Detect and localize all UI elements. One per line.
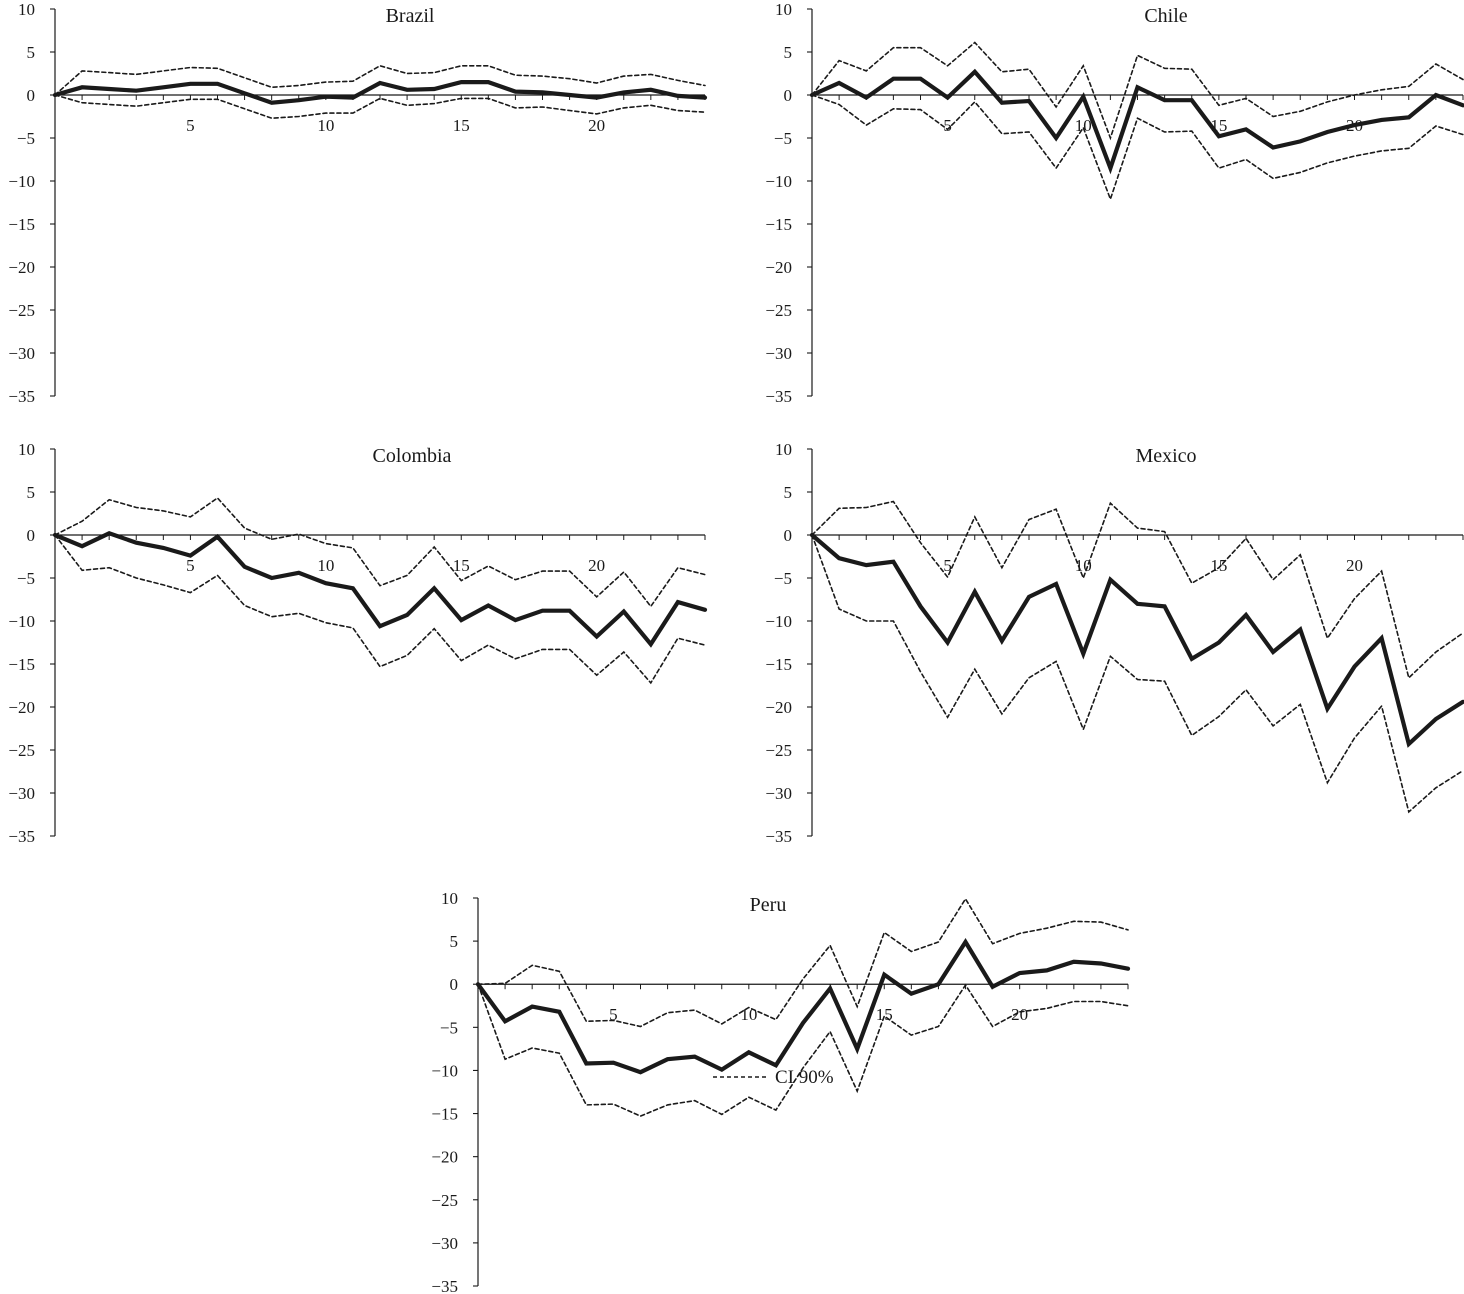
panel-brazil: Brazil 10 5 0 −5 −10 −15 −20 −25 −30 −35 5 10 15 20 <box>8 0 708 406</box>
series-ci-upper-mexico <box>811 500 1464 680</box>
y-tick-label-brazil: 10 <box>18 0 35 19</box>
y-tick-label-mexico: −25 <box>765 741 792 760</box>
series-ci-lower-mexico <box>811 534 1464 814</box>
y-tick-label-peru: −15 <box>431 1105 458 1124</box>
x-tick-label-colombia: 5 <box>186 556 195 575</box>
x-tick-label-chile: 5 <box>943 116 952 135</box>
y-tick-label-brazil: −15 <box>8 215 35 234</box>
series-estimate-mexico <box>809 532 1464 748</box>
series-ci-lower-colombia <box>54 534 706 685</box>
series-ci-lower-peru <box>477 983 1129 1117</box>
y-tick-label-mexico: −20 <box>765 698 792 717</box>
y-tick-label-peru: −20 <box>431 1148 458 1167</box>
x-tick-label-mexico: 15 <box>1210 556 1227 575</box>
series-estimate-peru <box>475 938 1131 1075</box>
series-estimate-colombia <box>52 531 708 648</box>
y-tick-label-mexico: −5 <box>774 569 792 588</box>
y-tick-label-peru: 0 <box>450 975 459 994</box>
y-tick-label-chile: −5 <box>774 129 792 148</box>
x-tick-label-mexico: 20 <box>1346 556 1363 575</box>
panel-mexico: Mexico 10 5 0 −5 −10 −15 −20 −25 −30 −35 5 10 15 20 <box>765 440 1464 846</box>
y-tick-label-peru: −35 <box>431 1277 458 1294</box>
panel-colombia: Colombia 10 5 0 −5 −10 −15 −20 −25 −30 −35 5 10 15 20 <box>8 440 708 846</box>
y-tick-label-peru: −25 <box>431 1191 458 1210</box>
legend-ci-label: CI 90% <box>775 1067 834 1088</box>
y-tick-label-brazil: −20 <box>8 258 35 277</box>
y-tick-label-chile: −25 <box>765 301 792 320</box>
panel-title-peru: Peru <box>750 894 787 916</box>
y-tick-label-brazil: −5 <box>17 129 35 148</box>
series-ci-upper-brazil <box>54 64 706 96</box>
y-tick-label-brazil: −10 <box>8 172 35 191</box>
x-tick-label-mexico: 10 <box>1075 556 1092 575</box>
y-tick-label-peru: −5 <box>440 1018 458 1037</box>
y-tick-label-mexico: 10 <box>775 440 792 459</box>
y-tick-label-colombia: −15 <box>8 655 35 674</box>
panel-title-brazil: Brazil <box>386 5 435 27</box>
x-tick-label-colombia: 15 <box>453 556 470 575</box>
y-tick-label-colombia: −20 <box>8 698 35 717</box>
y-tick-label-colombia: −35 <box>8 827 35 846</box>
panel-title-colombia: Colombia <box>373 445 452 467</box>
y-tick-label-mexico: 5 <box>784 483 793 502</box>
series-ci-lower-chile <box>811 94 1464 202</box>
series-ci-upper-peru <box>477 897 1129 1028</box>
y-tick-label-colombia: −5 <box>17 569 35 588</box>
y-tick-label-mexico: −10 <box>765 612 792 631</box>
y-tick-label-mexico: −35 <box>765 827 792 846</box>
y-tick-label-colombia: −30 <box>8 784 35 803</box>
y-tick-label-brazil: −30 <box>8 344 35 363</box>
y-tick-label-chile: −35 <box>765 387 792 406</box>
y-tick-label-brazil: −35 <box>8 387 35 406</box>
y-tick-label-chile: −15 <box>765 215 792 234</box>
y-tick-label-chile: −10 <box>765 172 792 191</box>
y-tick-label-chile: 5 <box>784 43 793 62</box>
panel-title-chile: Chile <box>1144 5 1187 27</box>
y-tick-label-chile: 10 <box>775 0 792 19</box>
x-tick-label-peru: 5 <box>609 1005 618 1024</box>
y-tick-label-chile: −20 <box>765 258 792 277</box>
x-tick-label-chile: 10 <box>1075 116 1092 135</box>
x-tick-label-colombia: 10 <box>317 556 334 575</box>
y-tick-label-chile: 0 <box>784 86 793 105</box>
x-tick-label-brazil: 20 <box>588 116 605 135</box>
y-tick-label-mexico: −30 <box>765 784 792 803</box>
y-tick-label-mexico: −15 <box>765 655 792 674</box>
series-ci-upper-chile <box>811 41 1464 141</box>
series-estimate-chile <box>809 68 1464 175</box>
y-tick-label-colombia: 10 <box>18 440 35 459</box>
y-tick-label-colombia: −10 <box>8 612 35 631</box>
y-tick-label-colombia: −25 <box>8 741 35 760</box>
y-tick-label-peru: −10 <box>431 1061 458 1080</box>
y-tick-label-colombia: 0 <box>27 526 36 545</box>
y-tick-label-chile: −30 <box>765 344 792 363</box>
panels-group: Brazil 10 5 0 −5 −10 −15 −20 −25 −30 −35 5 10 15 20 Chi… <box>8 0 1464 1294</box>
x-tick-label-colombia: 20 <box>588 556 605 575</box>
series-ci-lower-brazil <box>54 94 706 120</box>
x-tick-label-brazil: 10 <box>317 116 334 135</box>
y-tick-label-mexico: 0 <box>784 526 793 545</box>
x-tick-label-peru: 20 <box>1011 1005 1028 1024</box>
y-tick-label-colombia: 5 <box>27 483 36 502</box>
y-tick-label-peru: −30 <box>431 1234 458 1253</box>
x-tick-label-brazil: 15 <box>453 116 470 135</box>
series-ci-upper-colombia <box>54 496 706 608</box>
y-tick-label-peru: 5 <box>450 932 459 951</box>
y-tick-label-brazil: 0 <box>27 86 36 105</box>
series-estimate-brazil <box>52 79 708 105</box>
y-tick-label-brazil: 5 <box>27 43 36 62</box>
x-tick-label-brazil: 5 <box>186 116 195 135</box>
panel-title-mexico: Mexico <box>1135 445 1196 467</box>
y-tick-label-peru: 10 <box>441 889 458 908</box>
x-tick-label-peru: 15 <box>876 1005 893 1024</box>
y-tick-label-brazil: −25 <box>8 301 35 320</box>
x-tick-label-mexico: 5 <box>943 556 952 575</box>
legend: CI 90% <box>713 1067 834 1088</box>
